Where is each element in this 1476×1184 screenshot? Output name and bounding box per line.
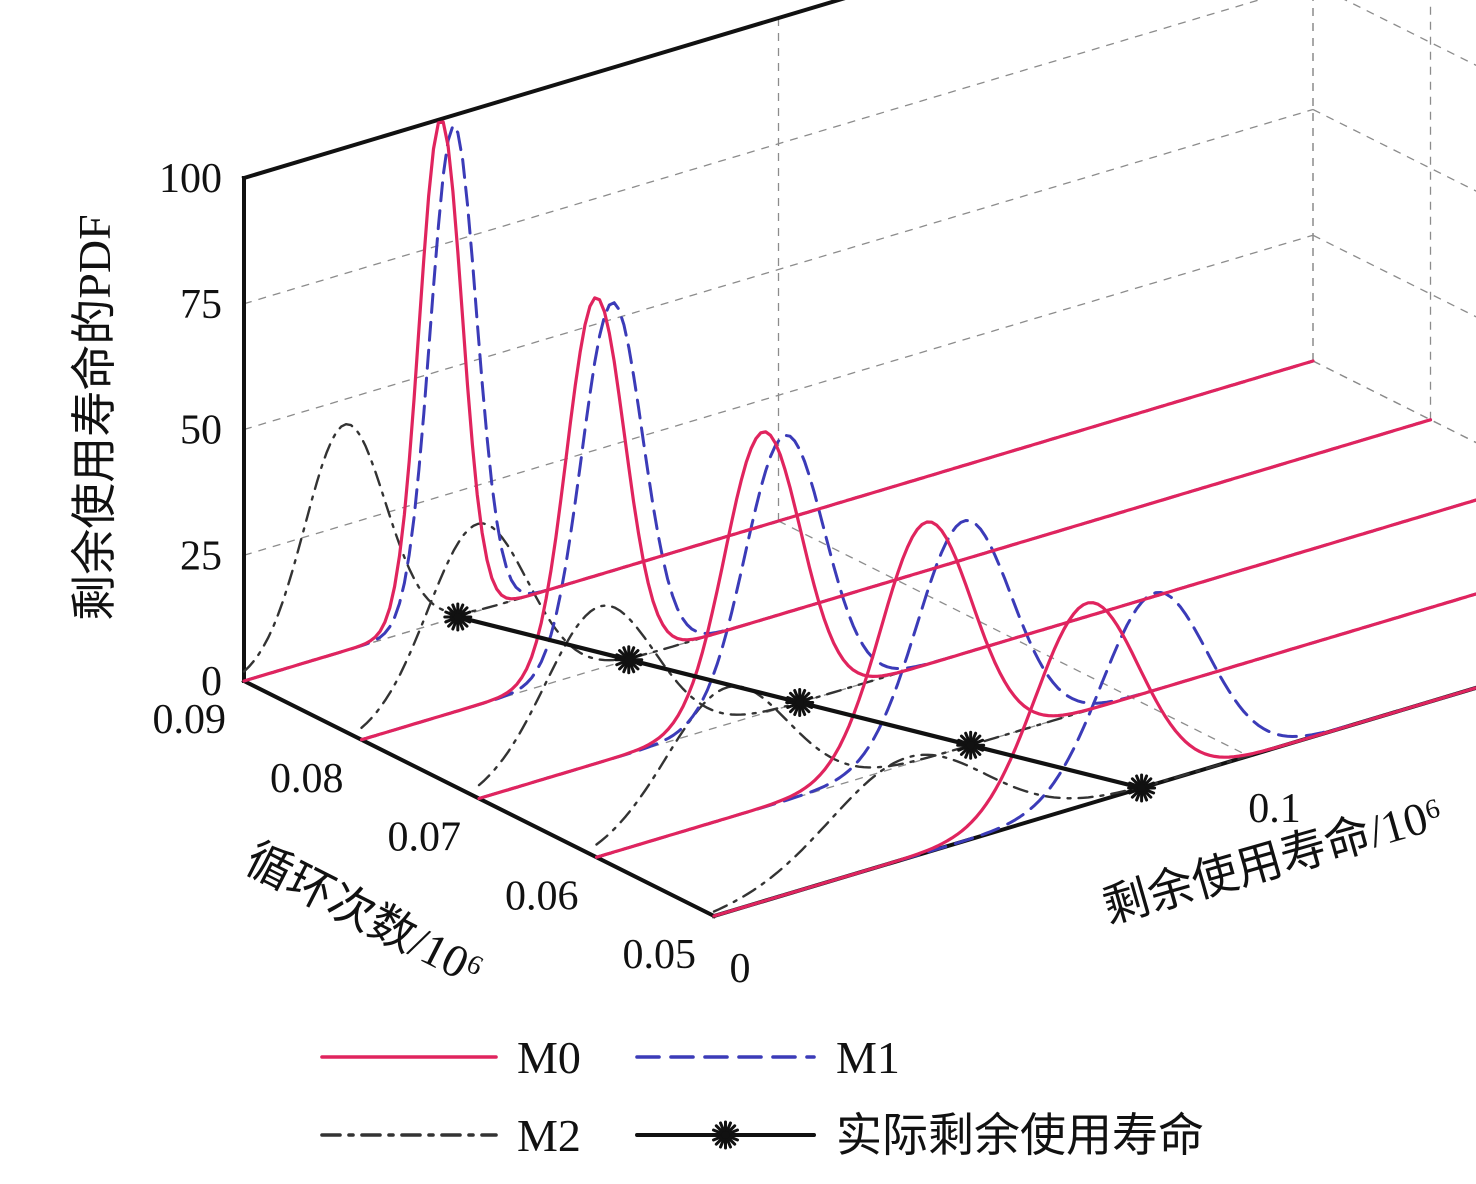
top-back-frame-line	[241, 0, 846, 181]
actual-rul-marker-0	[443, 602, 473, 632]
x-tick-label-0: 0.09	[153, 697, 227, 743]
grid-side-z-1	[1312, 234, 1476, 318]
grid-side-z-2	[1312, 108, 1476, 192]
series-m1-curve-3	[595, 519, 1476, 859]
legend-star-marker	[711, 1120, 740, 1150]
z-tick-label-4: 100	[159, 156, 222, 202]
series-m0-curve-2	[477, 430, 1476, 801]
z-tick-label-2: 50	[180, 408, 222, 454]
x-tick-label-4: 0.05	[623, 932, 697, 978]
top-side-frame-line	[1313, 0, 1476, 93]
legend-entry-m1: M1	[635, 1032, 900, 1083]
y-tick-label-0: 0	[730, 946, 751, 992]
grid-floor-rul-2	[1312, 360, 1476, 444]
actual-rul-marker-3	[956, 730, 986, 760]
y-tick-label-1: 0.1	[1248, 786, 1301, 832]
x-tick-label-2: 0.07	[388, 815, 462, 861]
grid-back-z-2	[243, 108, 1314, 431]
legend-entry-actual: 实际剩余使用寿命	[635, 1110, 1204, 1161]
actual-rul-marker-4	[1127, 773, 1157, 803]
legend-entry-m2: M2	[320, 1110, 581, 1161]
actual-rul-marker-2	[785, 688, 815, 717]
series-m0-curve-4	[712, 601, 1476, 918]
legend-layer: M0 M1 M2 实际剩余使用寿命	[320, 1032, 1204, 1161]
grid-back-z-4	[243, 0, 841, 179]
legend-entry-m0: M0	[320, 1032, 581, 1083]
z-tick-label-3: 75	[180, 282, 222, 328]
label-layer: 02550751000.090.080.070.060.0500.10.2剩余使…	[69, 156, 1449, 996]
grid-side-z-4	[1313, 0, 1476, 93]
z-axis-label: 剩余使用寿命的PDF	[69, 214, 120, 620]
series-m0-curve-0	[242, 120, 1315, 683]
legend-label-actual: 实际剩余使用寿命	[836, 1110, 1204, 1161]
curve-layer	[242, 120, 1476, 918]
grid-layer	[243, 0, 1476, 917]
series-m2-curve-4	[712, 686, 1476, 913]
series-m1-curve-4	[712, 591, 1476, 918]
legend-label-m2: M2	[517, 1110, 581, 1161]
x-tick-label-3: 0.06	[505, 873, 579, 919]
marker-layer	[443, 602, 1157, 803]
grid-side-z-0	[1312, 360, 1476, 444]
legend-label-m1: M1	[836, 1032, 900, 1083]
actual-rul-marker-1	[614, 645, 644, 675]
legend-label-m0: M0	[517, 1032, 581, 1083]
z-tick-label-1: 25	[180, 533, 222, 579]
grid-side-z-3	[1344, 0, 1476, 66]
x-tick-label-1: 0.08	[270, 756, 344, 802]
z-tick-label-0: 0	[201, 659, 222, 705]
series-m0-curve-3	[594, 520, 1476, 859]
